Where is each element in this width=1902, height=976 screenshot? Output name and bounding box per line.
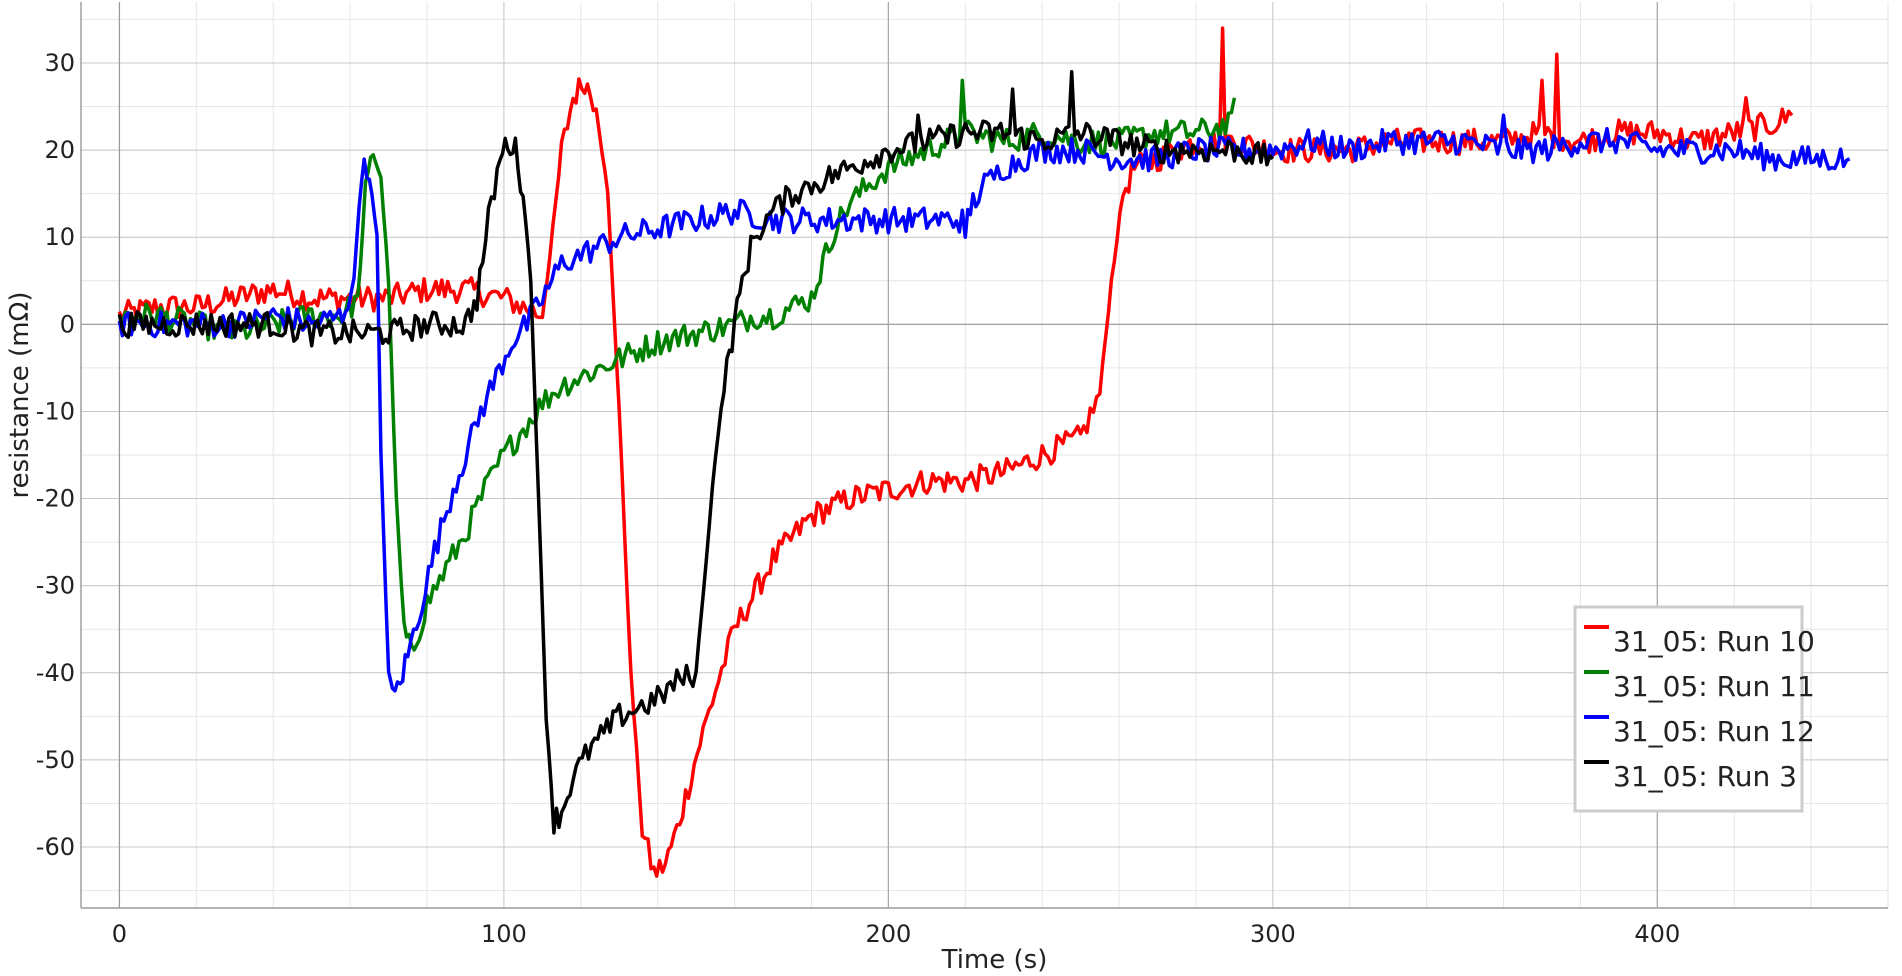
- x-tick-label: 200: [865, 920, 911, 948]
- legend-entry-label: 31_05: Run 11: [1613, 670, 1815, 703]
- series-line-3: [117, 113, 1851, 693]
- series-line-1: [117, 26, 1794, 878]
- legend-box: [1573, 605, 1804, 813]
- series-line-4: [117, 69, 1275, 835]
- y-tick-label: -50: [36, 746, 75, 774]
- y-tick-label: 10: [44, 223, 75, 251]
- y-axis-label: resistance (mΩ): [5, 291, 35, 498]
- legend-entry-label: 31_05: Run 3: [1613, 760, 1797, 793]
- y-tick-label: -10: [36, 397, 75, 425]
- legend-entry-label: 31_05: Run 12: [1613, 715, 1815, 748]
- series-layer: [117, 26, 1851, 878]
- y-tick-label: 30: [44, 49, 75, 77]
- y-tick-label: -30: [36, 572, 75, 600]
- x-axis-label: Time (s): [941, 945, 1048, 975]
- legend[interactable]: 31_05: Run 10 31_05: Run 11 31_05: Run 12 3…: [1573, 605, 1815, 813]
- y-tick-label: -40: [36, 659, 75, 687]
- y-tick-label: 0: [60, 310, 75, 338]
- y-tick-label: 20: [44, 136, 75, 164]
- x-tick-label: 400: [1634, 920, 1680, 948]
- y-tick-label: -60: [36, 833, 75, 861]
- legend-entry-label: 31_05: Run 10: [1613, 625, 1815, 658]
- tick-labels: 0 100 200 300 400 -60 -50 -40 -30 -20 -10 0 10 20 30: [36, 49, 1680, 948]
- x-tick-label: 0: [112, 920, 127, 948]
- x-tick-label: 300: [1250, 920, 1296, 948]
- x-tick-label: 100: [481, 920, 527, 948]
- y-tick-label: -20: [36, 485, 75, 513]
- series-line-2: [118, 78, 1237, 652]
